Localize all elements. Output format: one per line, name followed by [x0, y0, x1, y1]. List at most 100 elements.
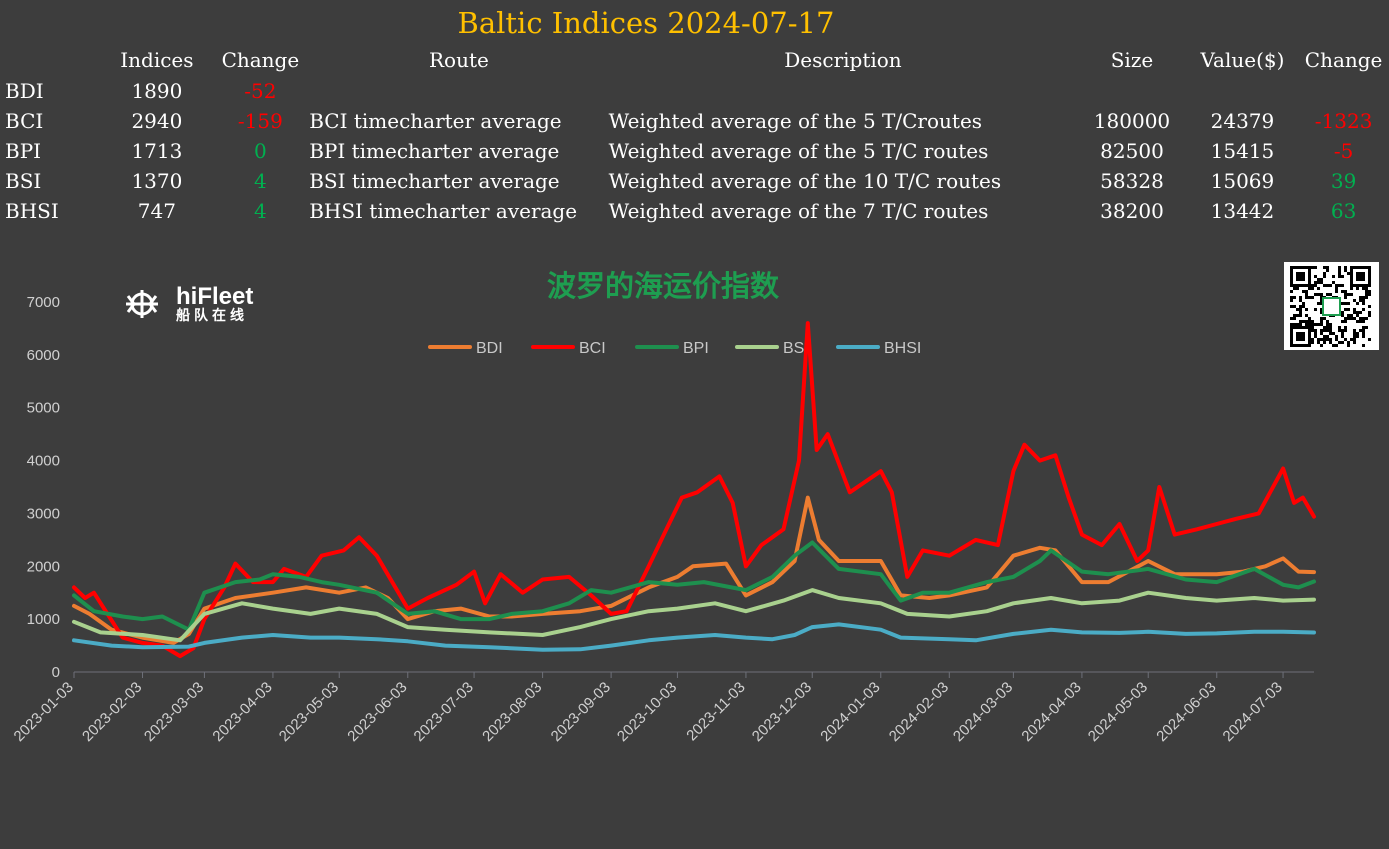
- row-description: Weighted average of the 5 T/C routes: [608, 139, 989, 163]
- table-row: BCI 2940 -159 BCI timecharter average Weight…: [0, 106, 1389, 136]
- series-line-bpi: [72, 540, 1316, 632]
- row-size: 82500: [1100, 139, 1164, 163]
- y-tick-label: 5000: [27, 400, 60, 417]
- row-value-change: 63: [1330, 199, 1357, 223]
- x-tick-label: 2024-03-03: [950, 679, 1016, 745]
- col-header-value-change: Change: [1304, 48, 1383, 72]
- legend-label-bsi: BSI: [783, 340, 809, 357]
- x-tick-label: 2024-05-03: [1085, 679, 1151, 745]
- y-tick-label: 7000: [27, 294, 60, 311]
- row-value-change: -5: [1333, 139, 1354, 163]
- col-header-indices: Indices: [120, 48, 194, 72]
- table-header-row: Indices Change Route Description Size Va…: [0, 44, 1389, 76]
- series-line-bdi: [72, 495, 1316, 645]
- table-row: BSI 1370 4 BSI timecharter average Weighted …: [0, 166, 1389, 196]
- chart-legend: BDI BCI BPI BSI BHSI: [428, 340, 921, 357]
- y-axis: 0 1000 2000 3000 4000 5000 6000 7000: [27, 294, 60, 681]
- col-header-size: Size: [1110, 48, 1154, 72]
- y-tick-label: 0: [52, 664, 60, 681]
- x-tick-label: 2023-12-03: [749, 679, 815, 745]
- legend-label-bpi: BPI: [683, 340, 709, 357]
- chart-series: [72, 321, 1316, 659]
- baltic-indices-chart: 波罗的海运价指数 BDI BCI BPI BSI BHSI 0 1000 2000 3000 4…: [11, 269, 1316, 745]
- series-line-bhsi: [72, 622, 1316, 652]
- x-tick-label: 2023-03-03: [141, 679, 207, 745]
- row-description: Weighted average of the 5 T/Croutes: [608, 109, 983, 133]
- x-tick-label: 2024-07-03: [1220, 679, 1286, 745]
- row-size: [1077, 76, 1186, 106]
- x-tick-label: 2023-11-03: [683, 679, 748, 744]
- row-change: -159: [237, 109, 283, 133]
- row-index: 1370: [131, 169, 183, 193]
- row-route: BPI timecharter average: [309, 139, 560, 163]
- series-line-bsi: [72, 588, 1316, 643]
- row-change: 4: [254, 199, 267, 223]
- row-name: BDI: [5, 79, 44, 103]
- x-tick-label: 2024-01-03: [817, 679, 883, 745]
- logo-sub-text: 船队在线: [176, 307, 248, 324]
- page-title: Baltic Indices 2024-07-17: [457, 6, 835, 40]
- row-route: BHSI timecharter average: [309, 199, 578, 223]
- row-index: 1713: [131, 139, 183, 163]
- row-name: BHSI: [5, 199, 59, 223]
- row-description: [609, 76, 1078, 106]
- row-value: 13442: [1210, 199, 1275, 223]
- x-tick-label: 2024-06-03: [1153, 679, 1219, 745]
- row-size: 58328: [1100, 169, 1164, 193]
- col-header-route: Route: [428, 48, 489, 72]
- row-name: BCI: [5, 109, 44, 133]
- row-value-change: 39: [1330, 169, 1357, 193]
- col-header-description: Description: [784, 48, 902, 72]
- x-tick-label: 2023-05-03: [276, 679, 342, 745]
- hifleet-logo-icon: hiFleet 船队在线: [126, 283, 253, 324]
- x-tick-label: 2024-04-03: [1018, 679, 1084, 745]
- y-tick-label: 6000: [27, 347, 60, 364]
- row-index: 1890: [131, 79, 183, 103]
- row-route: [309, 76, 608, 106]
- hifleet-logo: hiFleet 船队在线: [126, 282, 266, 331]
- legend-label-bci: BCI: [579, 340, 606, 357]
- col-header-name: [0, 44, 102, 76]
- x-tick-label: 2023-02-03: [79, 679, 145, 745]
- legend-label-bdi: BDI: [476, 340, 503, 357]
- row-index: 747: [137, 199, 176, 223]
- x-tick-label: 2023-10-03: [614, 679, 680, 745]
- row-change: 0: [254, 139, 267, 163]
- row-name: BSI: [5, 169, 42, 193]
- x-tick-label: 2024-02-03: [886, 679, 952, 745]
- logo-main-text: hiFleet: [176, 283, 253, 310]
- row-index: 2940: [131, 109, 183, 133]
- table-row: BDI 1890 -52: [0, 76, 1389, 106]
- legend-label-bhsi: BHSI: [884, 340, 921, 357]
- y-tick-label: 1000: [27, 611, 60, 628]
- row-route: BCI timecharter average: [309, 109, 562, 133]
- y-tick-label: 2000: [27, 558, 60, 575]
- x-tick-label: 2023-07-03: [411, 679, 477, 745]
- x-tick-label: 2023-08-03: [479, 679, 545, 745]
- row-value-change: -1323: [1314, 109, 1373, 133]
- row-name: BPI: [5, 139, 42, 163]
- x-tick-label: 2023-01-03: [11, 679, 77, 745]
- col-header-change: Change: [221, 48, 300, 72]
- row-value: 15069: [1210, 169, 1275, 193]
- table-row: BPI 1713 0 BPI timecharter average Weighted …: [0, 136, 1389, 166]
- row-size: 180000: [1093, 109, 1171, 133]
- row-value: 24379: [1210, 109, 1275, 133]
- row-change: -52: [244, 79, 277, 103]
- row-description: Weighted average of the 10 T/C routes: [608, 169, 1002, 193]
- row-size: 38200: [1100, 199, 1164, 223]
- row-value: [1187, 76, 1299, 106]
- x-tick-label: 2023-06-03: [344, 679, 410, 745]
- row-change: 4: [254, 169, 267, 193]
- row-route: BSI timecharter average: [309, 169, 560, 193]
- col-header-value: Value($): [1200, 48, 1285, 72]
- x-tick-label: 2023-09-03: [548, 679, 614, 745]
- qr-code-icon: [1284, 262, 1379, 350]
- y-tick-label: 4000: [27, 453, 60, 470]
- row-value-change: [1298, 76, 1389, 106]
- y-tick-label: 3000: [27, 505, 60, 522]
- x-tick-label: 2023-04-03: [209, 679, 275, 745]
- row-description: Weighted average of the 7 T/C routes: [608, 199, 989, 223]
- chart-title: 波罗的海运价指数: [547, 269, 780, 303]
